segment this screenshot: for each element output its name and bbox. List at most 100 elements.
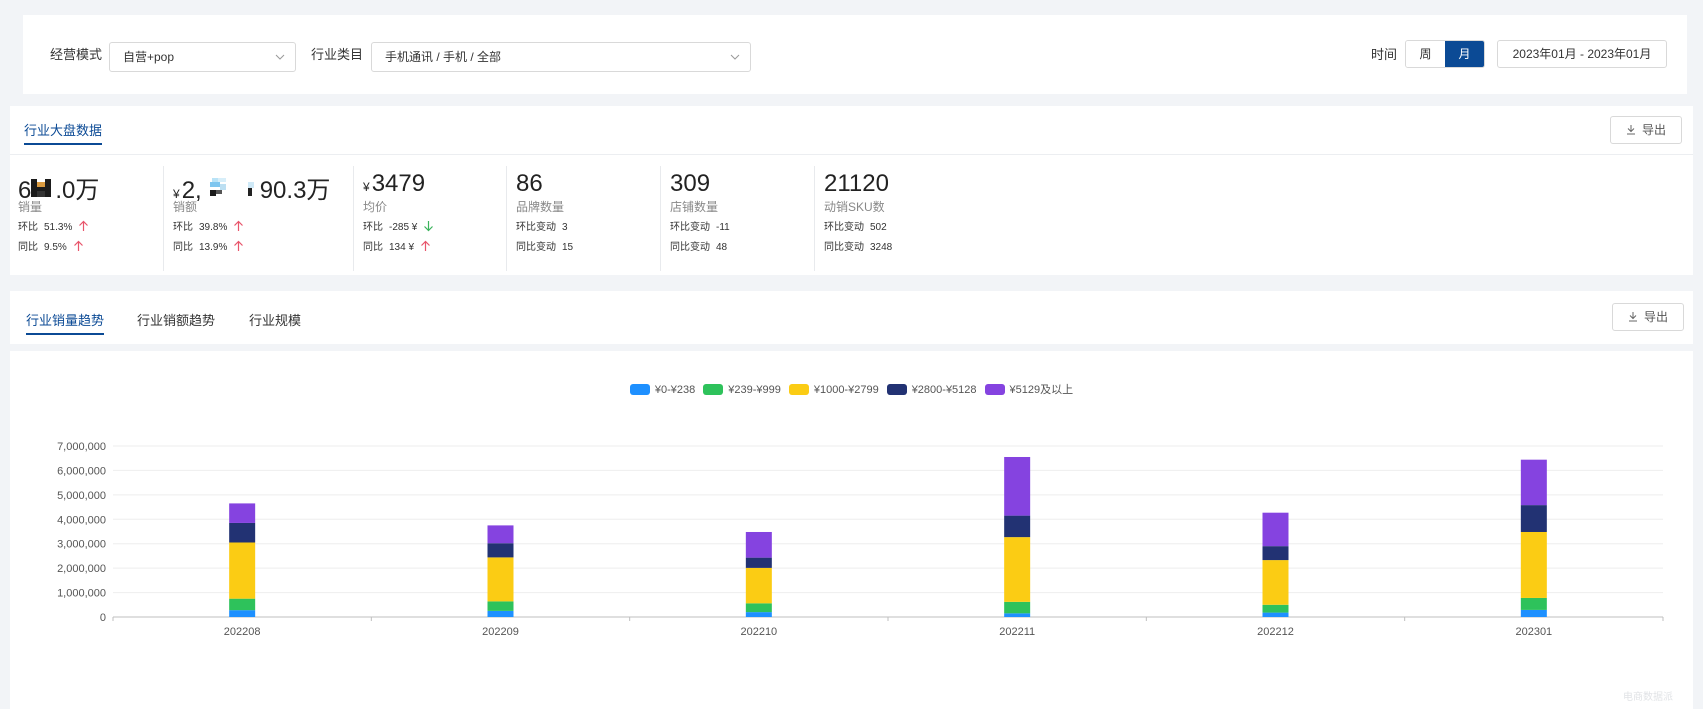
bar-segment (1262, 512, 1289, 547)
bar-segment (487, 557, 514, 602)
time-label: 时间 (1371, 47, 1398, 62)
kpi-yoy: 同比 13.9% (173, 238, 244, 253)
bar-segment (1262, 560, 1289, 605)
bar-segment (1004, 601, 1031, 614)
kpi-label: 销量 (18, 200, 43, 214)
overview-export-button[interactable]: 导出 (1610, 116, 1682, 144)
overview-panel: 行业大盘数据 导出 6 .0万 销量 环比 51.3% 同比 9.5% ¥2, 90.3… (10, 106, 1693, 275)
kpi-yoy: 同比 9.5% (18, 238, 84, 253)
kpi-mom-value: 39.8% (199, 222, 228, 233)
kpi-separator (163, 166, 164, 271)
arrow-up-icon (234, 240, 244, 251)
category-select[interactable]: 手机通讯 / 手机 / 全部 (371, 42, 751, 72)
kpi-yoy: 同比变动 15 (516, 238, 573, 253)
download-icon (1626, 125, 1635, 135)
arrow-up-icon (79, 220, 89, 231)
kpi-yoy: 同比变动 48 (670, 238, 727, 253)
bar-segment (745, 557, 772, 568)
trend-export-button[interactable]: 导出 (1612, 303, 1684, 331)
tab-sales-volume-trend[interactable]: 行业销量趋势 (26, 310, 105, 335)
legend-label: ¥2800-¥5128 (911, 384, 977, 396)
kpi-value: ¥3479 (363, 170, 425, 198)
x-tick-label: 202212 (1257, 626, 1294, 638)
mode-select[interactable]: 自营+pop (109, 42, 296, 72)
y-tick-label: 6,000,000 (57, 465, 106, 477)
legend-item[interactable]: ¥0-¥238 (629, 384, 696, 396)
download-icon (1628, 312, 1637, 322)
kpi-separator (814, 166, 815, 271)
bar-segment (1520, 609, 1547, 617)
currency-symbol: ¥ (363, 180, 370, 194)
legend-item[interactable]: ¥239-¥999 (703, 384, 781, 396)
kpi-yoy-key: 同比 (173, 242, 193, 253)
x-tick-label: 202208 (224, 626, 261, 638)
bar-segment (229, 542, 256, 599)
kpi-label: 动销SKU数 (824, 200, 885, 214)
kpi-mom-key: 环比变动 (670, 222, 710, 233)
kpi-mom: 环比变动 -11 (670, 218, 730, 233)
bar-segment (745, 567, 772, 604)
chevron-down-icon (275, 54, 285, 60)
kpi-yoy: 同比 134 ¥ (363, 238, 431, 253)
legend-swatch (886, 384, 907, 395)
y-tick-label: 4,000,000 (57, 514, 106, 526)
kpi-value-prefix: 6 (18, 177, 32, 204)
kpi-mom-key: 环比 (363, 222, 383, 233)
filter-panel: 经营模式 自营+pop 行业类目 手机通讯 / 手机 / 全部 时间 周 月 2… (23, 15, 1687, 94)
legend-label: ¥0-¥238 (654, 384, 696, 396)
kpi-mom-value: 3 (562, 222, 568, 233)
kpi-yoy-key: 同比 (18, 242, 38, 253)
masked-value (202, 176, 260, 207)
bar-segment (1520, 531, 1547, 598)
divider (10, 154, 1693, 155)
kpi-value-suffix: 90.3万 (259, 177, 331, 204)
kpi-store-count: 309 店铺数量 环比变动 -11 同比变动 48 (670, 161, 810, 274)
kpi-mom-key: 环比变动 (516, 222, 556, 233)
x-tick-label: 202210 (740, 626, 777, 638)
period-month-button[interactable]: 月 (1445, 41, 1484, 67)
bar-segment (1262, 604, 1289, 613)
kpi-separator (506, 166, 507, 271)
bar-segment (1004, 456, 1031, 516)
legend-item[interactable]: ¥5129及以上 (984, 381, 1074, 397)
period-toggle: 周 月 (1405, 40, 1485, 68)
export-label: 导出 (1643, 310, 1668, 324)
kpi-value-prefix: 3479 (371, 170, 426, 197)
kpi-yoy-key: 同比变动 (670, 242, 710, 253)
kpi-mom: 环比 51.3% (18, 218, 89, 233)
tab-sales-amount-trend[interactable]: 行业销额趋势 (137, 313, 216, 328)
tab-industry-scale[interactable]: 行业规模 (249, 313, 302, 328)
bar-segment (1520, 505, 1547, 532)
category-select-value: 手机通讯 / 手机 / 全部 (385, 50, 502, 64)
period-week-button[interactable]: 周 (1406, 41, 1445, 67)
mode-select-value: 自营+pop (123, 50, 175, 64)
y-tick-label: 3,000,000 (57, 539, 106, 551)
legend-swatch (984, 384, 1005, 395)
legend-label: ¥5129及以上 (1009, 384, 1074, 396)
kpi-mom-key: 环比 (18, 222, 38, 233)
legend-item[interactable]: ¥2800-¥5128 (886, 384, 977, 396)
kpi-mom-value: -285 ¥ (389, 222, 418, 233)
legend-item[interactable]: ¥1000-¥2799 (788, 384, 879, 396)
kpi-value: 309 (670, 170, 711, 197)
bar-segment (1520, 459, 1547, 506)
bar-segment (1520, 597, 1547, 610)
kpi-sales-amount: ¥2, 90.3万 销额 环比 39.8% 同比 13.9% (173, 161, 348, 274)
kpi-yoy-value: 9.5% (44, 242, 67, 253)
y-tick-label: 5,000,000 (57, 490, 106, 502)
date-range-picker[interactable]: 2023年01月 - 2023年01月 (1497, 40, 1667, 68)
kpi-yoy-value: 15 (562, 242, 574, 253)
kpi-label: 店铺数量 (670, 200, 719, 214)
bar-segment (1262, 612, 1289, 617)
tab-industry-overview[interactable]: 行业大盘数据 (24, 120, 103, 145)
chart-legend: ¥0-¥238 ¥239-¥999 ¥1000-¥2799 ¥2800-¥5128 ¥5… (10, 381, 1693, 397)
bar-segment (229, 503, 256, 523)
chevron-down-icon (730, 54, 740, 60)
kpi-mom: 环比变动 502 (824, 218, 887, 233)
kpi-yoy-key: 同比变动 (516, 242, 556, 253)
legend-swatch (788, 384, 809, 395)
kpi-yoy-value: 134 ¥ (389, 242, 415, 253)
bar-segment (1004, 515, 1031, 538)
bar-segment (487, 610, 514, 617)
bar-segment (229, 598, 256, 611)
